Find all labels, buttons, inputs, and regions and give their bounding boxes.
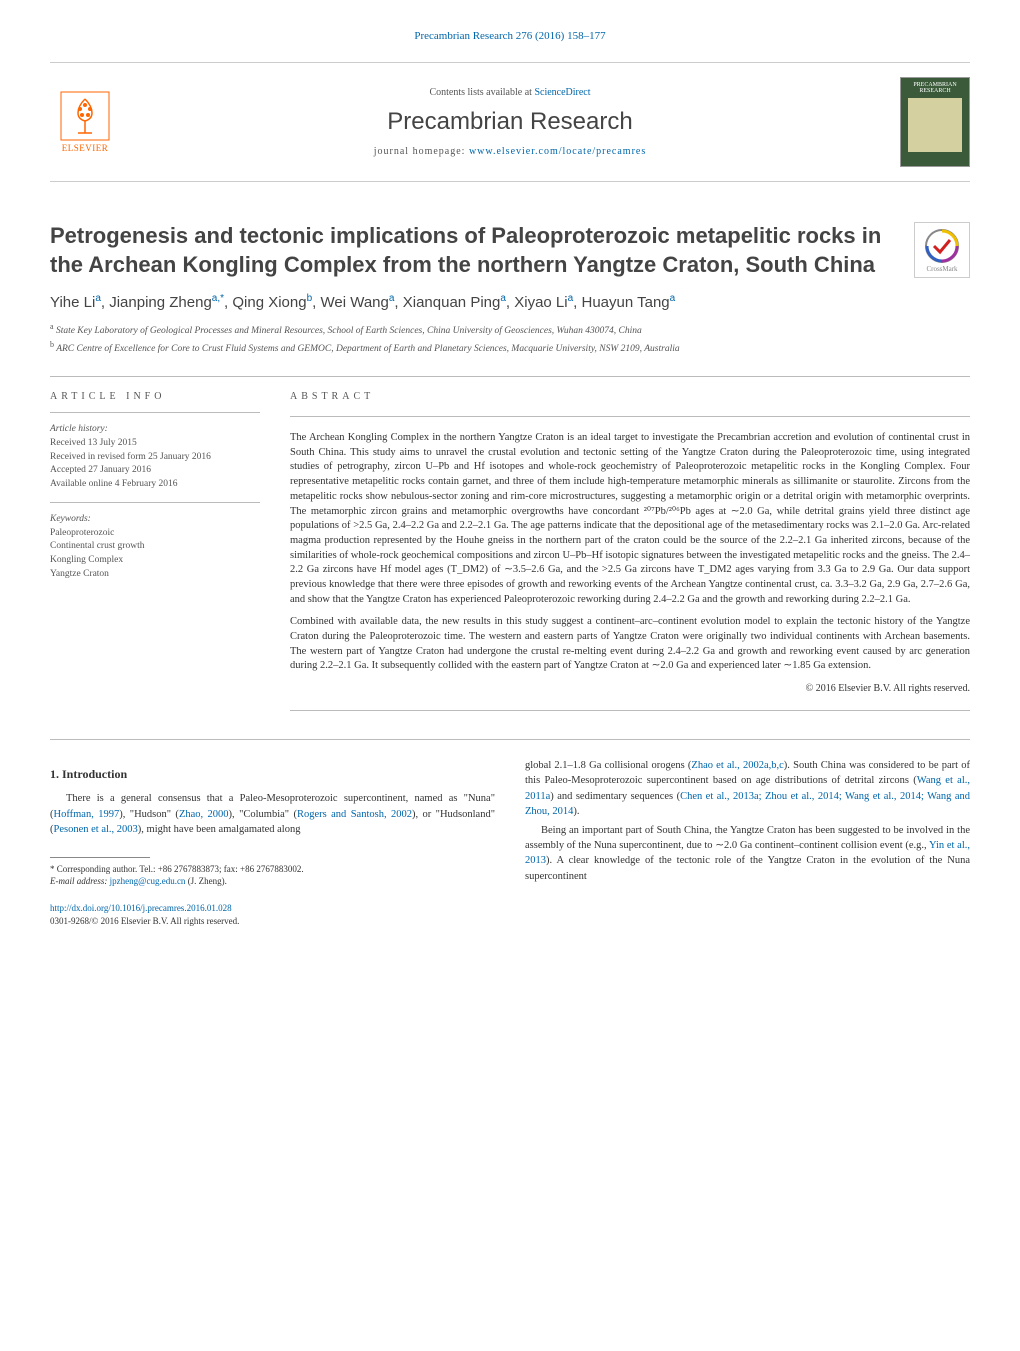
email-link[interactable]: jpzheng@cug.edu.cn <box>110 876 186 886</box>
affiliations-block: a State Key Laboratory of Geological Pro… <box>50 321 970 356</box>
intro-text: ). <box>573 806 579 817</box>
ref-pesonen-link[interactable]: Pesonen et al., 2003 <box>54 824 138 835</box>
body-columns: 1. Introduction There is a general conse… <box>50 758 970 928</box>
article-history-block: Article history: Received 13 July 2015 R… <box>50 423 260 492</box>
elsevier-logo-text: ELSEVIER <box>62 143 109 153</box>
abstract-label: ABSTRACT <box>290 391 970 402</box>
journal-title: Precambrian Research <box>120 108 900 136</box>
email-label: E-mail address: <box>50 876 110 886</box>
intro-text: Being an important part of South China, … <box>525 825 970 851</box>
crossmark-label: CrossMark <box>926 265 957 273</box>
elsevier-logo[interactable]: ELSEVIER <box>50 91 120 153</box>
ref-rogers-link[interactable]: Rogers and Santosh, 2002 <box>297 809 412 820</box>
abstract-text: The Archean Kongling Complex in the nort… <box>290 431 970 696</box>
intro-text: ), might have been amalgamated along <box>138 824 301 835</box>
ref-hoffman-link[interactable]: Hoffman, 1997 <box>54 809 120 820</box>
corr-author-line: * Corresponding author. Tel.: +86 276788… <box>50 864 495 876</box>
homepage-prefix: journal homepage: <box>374 146 469 157</box>
header-bar: ELSEVIER Contents lists available at Sci… <box>50 62 970 182</box>
homepage-line: journal homepage: www.elsevier.com/locat… <box>120 146 900 157</box>
intro-text: ) and sedimentary sequences ( <box>550 791 680 802</box>
homepage-link[interactable]: www.elsevier.com/locate/precamres <box>469 146 646 157</box>
keywords-label: Keywords: <box>50 514 91 524</box>
keywords-block: Keywords: PaleoproterozoicContinental cr… <box>50 513 260 582</box>
history-label: Article history: <box>50 424 108 434</box>
sciencedirect-link[interactable]: ScienceDirect <box>534 87 590 98</box>
email-suffix: (J. Zheng). <box>185 876 227 886</box>
keywords-list: PaleoproterozoicContinental crust growth… <box>50 528 144 579</box>
journal-reference: Precambrian Research 276 (2016) 158–177 <box>50 30 970 42</box>
authors-line: Yihe Lia, Jianping Zhenga,*, Qing Xiongb… <box>50 293 970 311</box>
intro-text: ), "Hudson" ( <box>119 809 179 820</box>
footnote-divider <box>50 857 150 858</box>
elsevier-tree-icon <box>60 91 110 141</box>
cover-thumb-text: PRECAMBRIAN RESEARCH <box>905 82 965 94</box>
abstract-p1: The Archean Kongling Complex in the nort… <box>290 431 970 607</box>
section-heading-intro: 1. Introduction <box>50 766 495 783</box>
cover-inner-image <box>908 98 962 152</box>
intro-p1-cont: global 2.1–1.8 Ga collisional orogens (Z… <box>525 758 970 819</box>
header-center: Contents lists available at ScienceDirec… <box>120 87 900 157</box>
issn-copyright-line: 0301-9268/© 2016 Elsevier B.V. All right… <box>50 916 239 926</box>
crossmark-badge[interactable]: CrossMark <box>914 222 970 278</box>
article-title: Petrogenesis and tectonic implications o… <box>50 222 914 279</box>
doi-block: http://dx.doi.org/10.1016/j.precamres.20… <box>50 902 495 928</box>
intro-text: global 2.1–1.8 Ga collisional orogens ( <box>525 760 691 771</box>
intro-text: ). A clear knowledge of the tectonic rol… <box>525 855 970 881</box>
journal-cover-thumbnail[interactable]: PRECAMBRIAN RESEARCH <box>900 77 970 167</box>
ref-zhao2002-link[interactable]: Zhao et al., 2002a,b,c <box>691 760 783 771</box>
intro-p1: There is a general consensus that a Pale… <box>50 791 495 837</box>
intro-text: ), "Columbia" ( <box>229 809 297 820</box>
contents-prefix: Contents lists available at <box>429 87 534 98</box>
accepted-date: Accepted 27 January 2016 <box>50 465 151 475</box>
doi-link[interactable]: http://dx.doi.org/10.1016/j.precamres.20… <box>50 903 232 913</box>
body-column-left: 1. Introduction There is a general conse… <box>50 758 495 928</box>
intro-p2: Being an important part of South China, … <box>525 823 970 884</box>
article-info-label: ARTICLE INFO <box>50 391 260 402</box>
received-date: Received 13 July 2015 <box>50 438 137 448</box>
abstract-copyright: © 2016 Elsevier B.V. All rights reserved… <box>290 682 970 696</box>
abstract-p2: Combined with available data, the new re… <box>290 615 970 674</box>
body-column-right: global 2.1–1.8 Ga collisional orogens (Z… <box>525 758 970 928</box>
ref-zhao2000-link[interactable]: Zhao, 2000 <box>179 809 229 820</box>
corresponding-author-footnote: * Corresponding author. Tel.: +86 276788… <box>50 864 495 887</box>
crossmark-icon <box>924 228 960 264</box>
contents-line: Contents lists available at ScienceDirec… <box>120 87 900 98</box>
online-date: Available online 4 February 2016 <box>50 479 178 489</box>
revised-date: Received in revised form 25 January 2016 <box>50 452 211 462</box>
